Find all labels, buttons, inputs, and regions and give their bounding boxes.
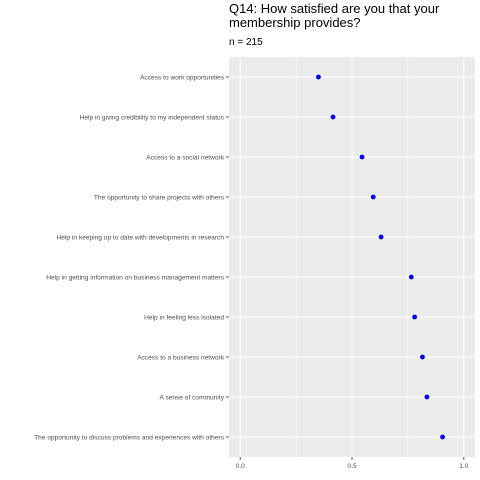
chart-title: Q14: How satisfied are you that your mem… [229,2,443,30]
y-tick-label: Access to work opportunities [140,75,225,82]
data-points [316,74,445,440]
y-tick-label: Help in feeling less isolated [144,315,224,322]
x-axis: 0.0 0.5 1.0 [236,457,469,470]
y-tick-label: A sense of community [159,395,224,402]
y-tick-label: Access to a business network [137,355,225,362]
major-gridlines [229,57,475,457]
data-point [440,434,445,440]
y-tick-label: Access to a social network [146,155,224,162]
y-tick-label: Help in keeping up to date with developm… [56,235,224,242]
data-point [408,274,414,280]
x-tick-label: 1.0 [459,463,468,470]
y-axis: Access to work opportunities Help in givi… [34,75,229,442]
x-tick-label: 0.5 [347,463,356,470]
data-point [359,154,365,160]
y-tick-label: The opportunity to share projects with o… [94,195,225,202]
data-point [420,354,425,360]
chart-subtitle: n = 215 [229,37,263,48]
data-point [424,394,430,400]
y-tick-label: The opportunity to discuss problems and … [34,435,225,442]
data-point [378,234,384,240]
data-point [412,314,418,320]
y-tick-label: Help in getting information on business … [46,275,224,282]
x-tick-label: 0.0 [236,463,245,470]
y-tick-label: Help in giving credibility to my indepen… [80,115,225,122]
data-point [370,194,376,200]
data-point [330,114,336,120]
data-point [316,74,321,80]
minor-gridlines [295,57,409,457]
